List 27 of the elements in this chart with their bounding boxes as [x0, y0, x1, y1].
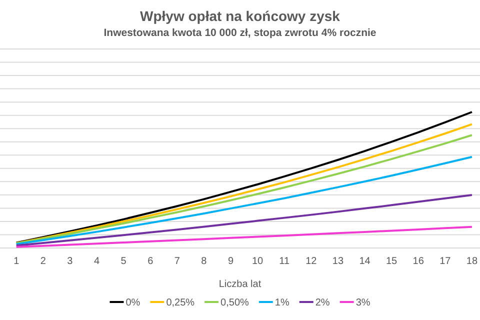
legend-label: 2%: [315, 298, 330, 308]
x-tick-label: 13: [332, 256, 344, 268]
x-tick-label: 18: [466, 256, 478, 268]
x-tick-label: 16: [412, 256, 424, 268]
x-tick-label: 5: [120, 256, 127, 268]
chart-subtitle: Inwestowana kwota 10 000 zł, stopa zwrotu 4% rocznie: [104, 27, 376, 39]
legend-label: 0,25%: [166, 298, 195, 308]
x-tick-label: 12: [306, 256, 318, 268]
x-tick-label: 4: [94, 256, 100, 268]
x-tick-label: 3: [67, 256, 74, 268]
legend-label: 3%: [356, 298, 370, 308]
x-tick-label: 7: [174, 256, 180, 268]
x-tick-label: 14: [359, 256, 371, 268]
x-tick-label: 2: [40, 256, 46, 268]
x-tick-label: 10: [252, 256, 264, 268]
x-tick-label: 1: [14, 256, 20, 268]
x-tick-label: 8: [201, 256, 208, 268]
legend-label: 1%: [274, 298, 290, 308]
x-tick-label: 9: [228, 256, 234, 268]
x-axis-title: Liczba lat: [218, 279, 262, 290]
x-tick-label: 17: [440, 256, 452, 268]
x-tick-label: 15: [386, 256, 398, 268]
legend-label: 0,50%: [220, 298, 250, 308]
x-tick-label: 6: [148, 256, 154, 268]
chart-title: Wpływ opłat na końcowy zysk: [140, 8, 340, 24]
x-tick-label: 11: [279, 256, 290, 268]
legend-label: 0%: [126, 298, 140, 308]
